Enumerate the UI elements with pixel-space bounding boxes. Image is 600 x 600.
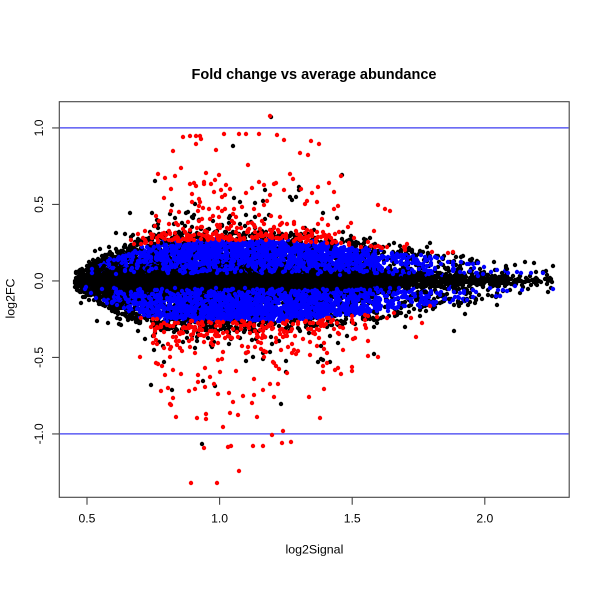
- svg-text:2.0: 2.0: [476, 512, 493, 526]
- svg-text:log2Signal: log2Signal: [285, 543, 343, 557]
- svg-text:1.0: 1.0: [211, 512, 228, 526]
- svg-text:0.5: 0.5: [32, 196, 46, 213]
- svg-text:1.5: 1.5: [344, 512, 361, 526]
- svg-text:-1.0: -1.0: [32, 423, 46, 444]
- svg-text:0.5: 0.5: [79, 512, 96, 526]
- svg-text:0.0: 0.0: [32, 272, 46, 289]
- svg-text:Fold change vs average abundan: Fold change vs average abundance: [192, 67, 437, 83]
- svg-text:-0.5: -0.5: [32, 347, 46, 368]
- svg-text:1.0: 1.0: [32, 119, 46, 136]
- svg-text:log2FC: log2FC: [4, 278, 18, 318]
